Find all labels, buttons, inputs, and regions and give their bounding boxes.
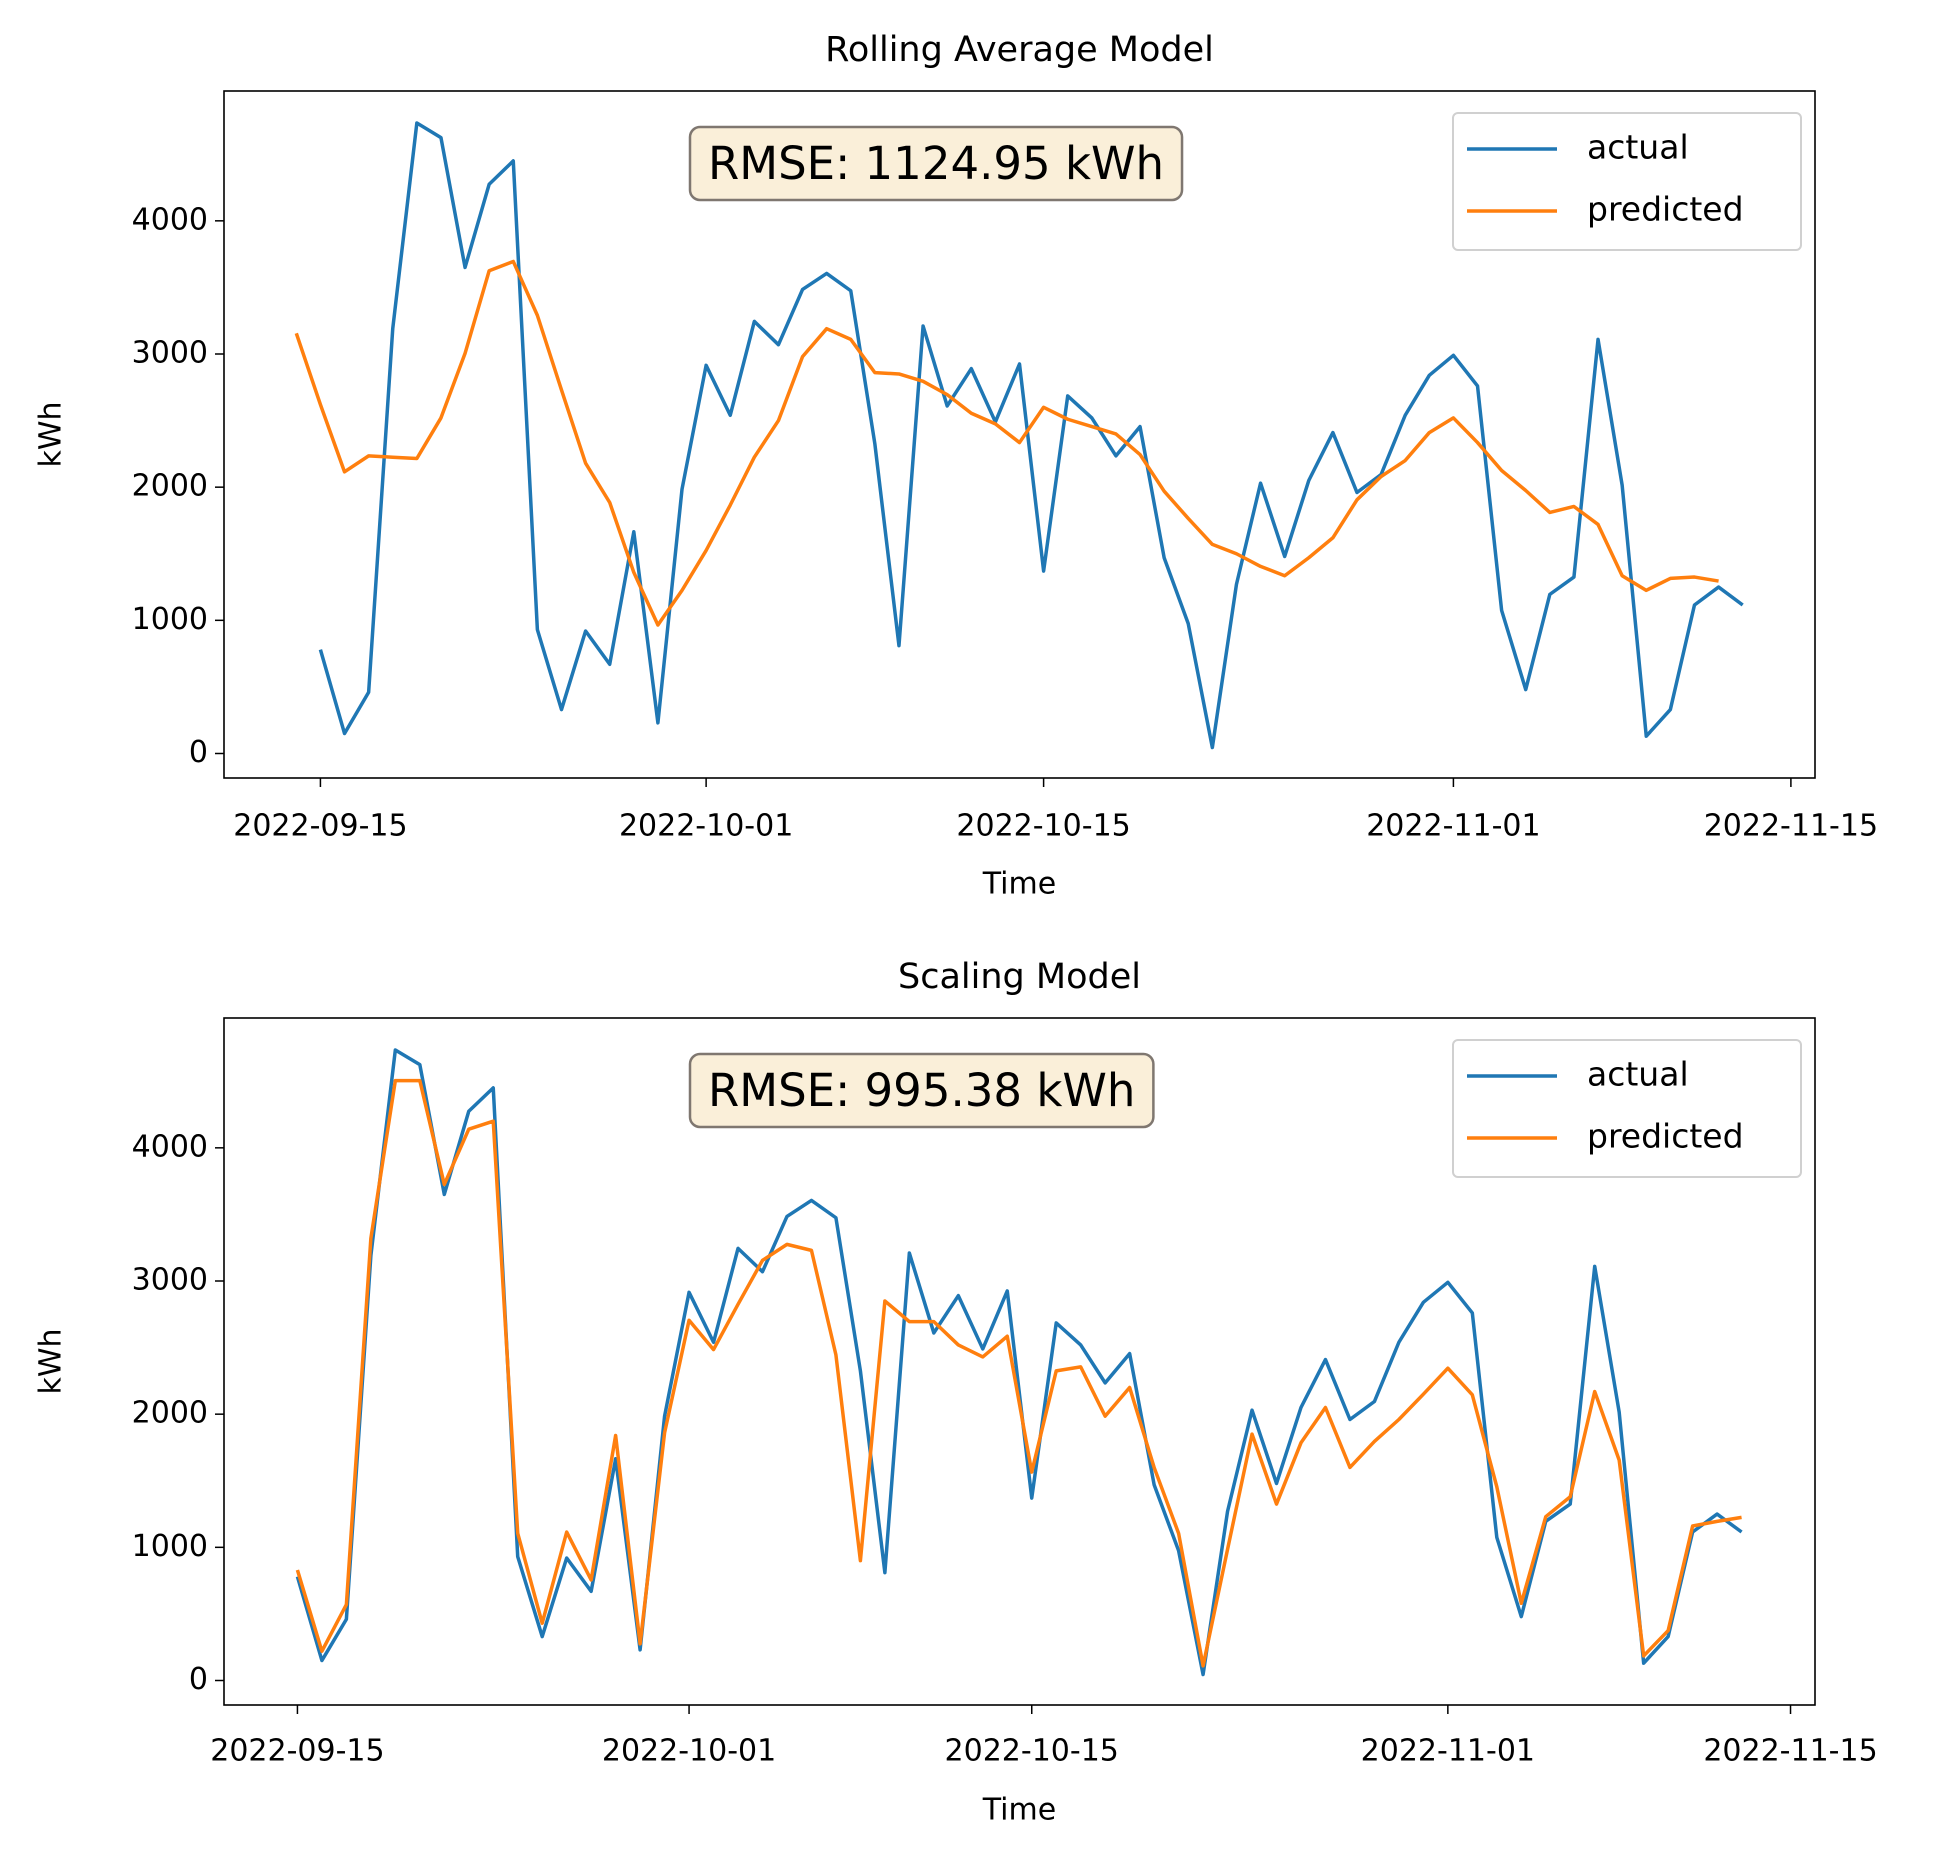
legend-label: predicted [1587, 1117, 1744, 1156]
chart-panel: Rolling Average Model Time kWh 0 1000 2000 300… [34, 30, 1879, 902]
y-axis-label: kWh [34, 1328, 69, 1394]
x-tick-label: 2022-09-15 [233, 809, 407, 844]
x-tick-label: 2022-11-15 [1704, 809, 1878, 844]
legend-label: predicted [1587, 190, 1744, 229]
y-tick-label: 3000 [132, 336, 208, 371]
y-tick-label: 3000 [132, 1263, 208, 1298]
chart-title: Scaling Model [898, 957, 1141, 997]
x-tick-label: 2022-10-15 [956, 809, 1130, 844]
x-tick-label: 2022-11-01 [1366, 809, 1540, 844]
chart-title: Rolling Average Model [825, 30, 1214, 70]
y-tick-label: 2000 [132, 469, 208, 504]
x-tick-label: 2022-10-15 [945, 1734, 1119, 1769]
annotation-box [688, 125, 1184, 202]
x-axis-label: Time [982, 867, 1056, 902]
x-tick-label: 2022-11-15 [1703, 1734, 1877, 1769]
x-axis-label: Time [982, 1793, 1056, 1828]
y-tick-label: 2000 [132, 1396, 208, 1431]
chart-panel: Scaling Model Time kWh 0 1000 2000 3000 4000 202… [34, 957, 1878, 1828]
y-tick-label: 0 [189, 735, 208, 770]
x-tick-label: 2022-11-01 [1361, 1734, 1535, 1769]
y-tick-label: 1000 [132, 602, 208, 637]
annotation: RMSE: 1124.95 kWh [708, 137, 1164, 190]
x-tick-label: 2022-09-15 [210, 1734, 384, 1769]
y-tick-label: 0 [189, 1662, 208, 1697]
annotation-box [688, 1052, 1155, 1129]
y-tick-label: 4000 [132, 1129, 208, 1164]
series-line [294, 259, 1719, 627]
y-tick-label: 1000 [132, 1529, 208, 1564]
plot-frame [223, 90, 1816, 779]
plot-frame [223, 1017, 1816, 1706]
legend-label: actual [1587, 1055, 1689, 1094]
annotation: RMSE: 995.38 kWh [708, 1064, 1135, 1117]
y-tick-label: 4000 [132, 202, 208, 237]
y-axis-label: kWh [34, 401, 69, 467]
series-line [295, 1078, 1742, 1668]
series-line [318, 121, 1744, 750]
x-tick-label: 2022-10-01 [602, 1734, 776, 1769]
x-tick-label: 2022-10-01 [619, 809, 793, 844]
legend-label: actual [1587, 128, 1689, 167]
